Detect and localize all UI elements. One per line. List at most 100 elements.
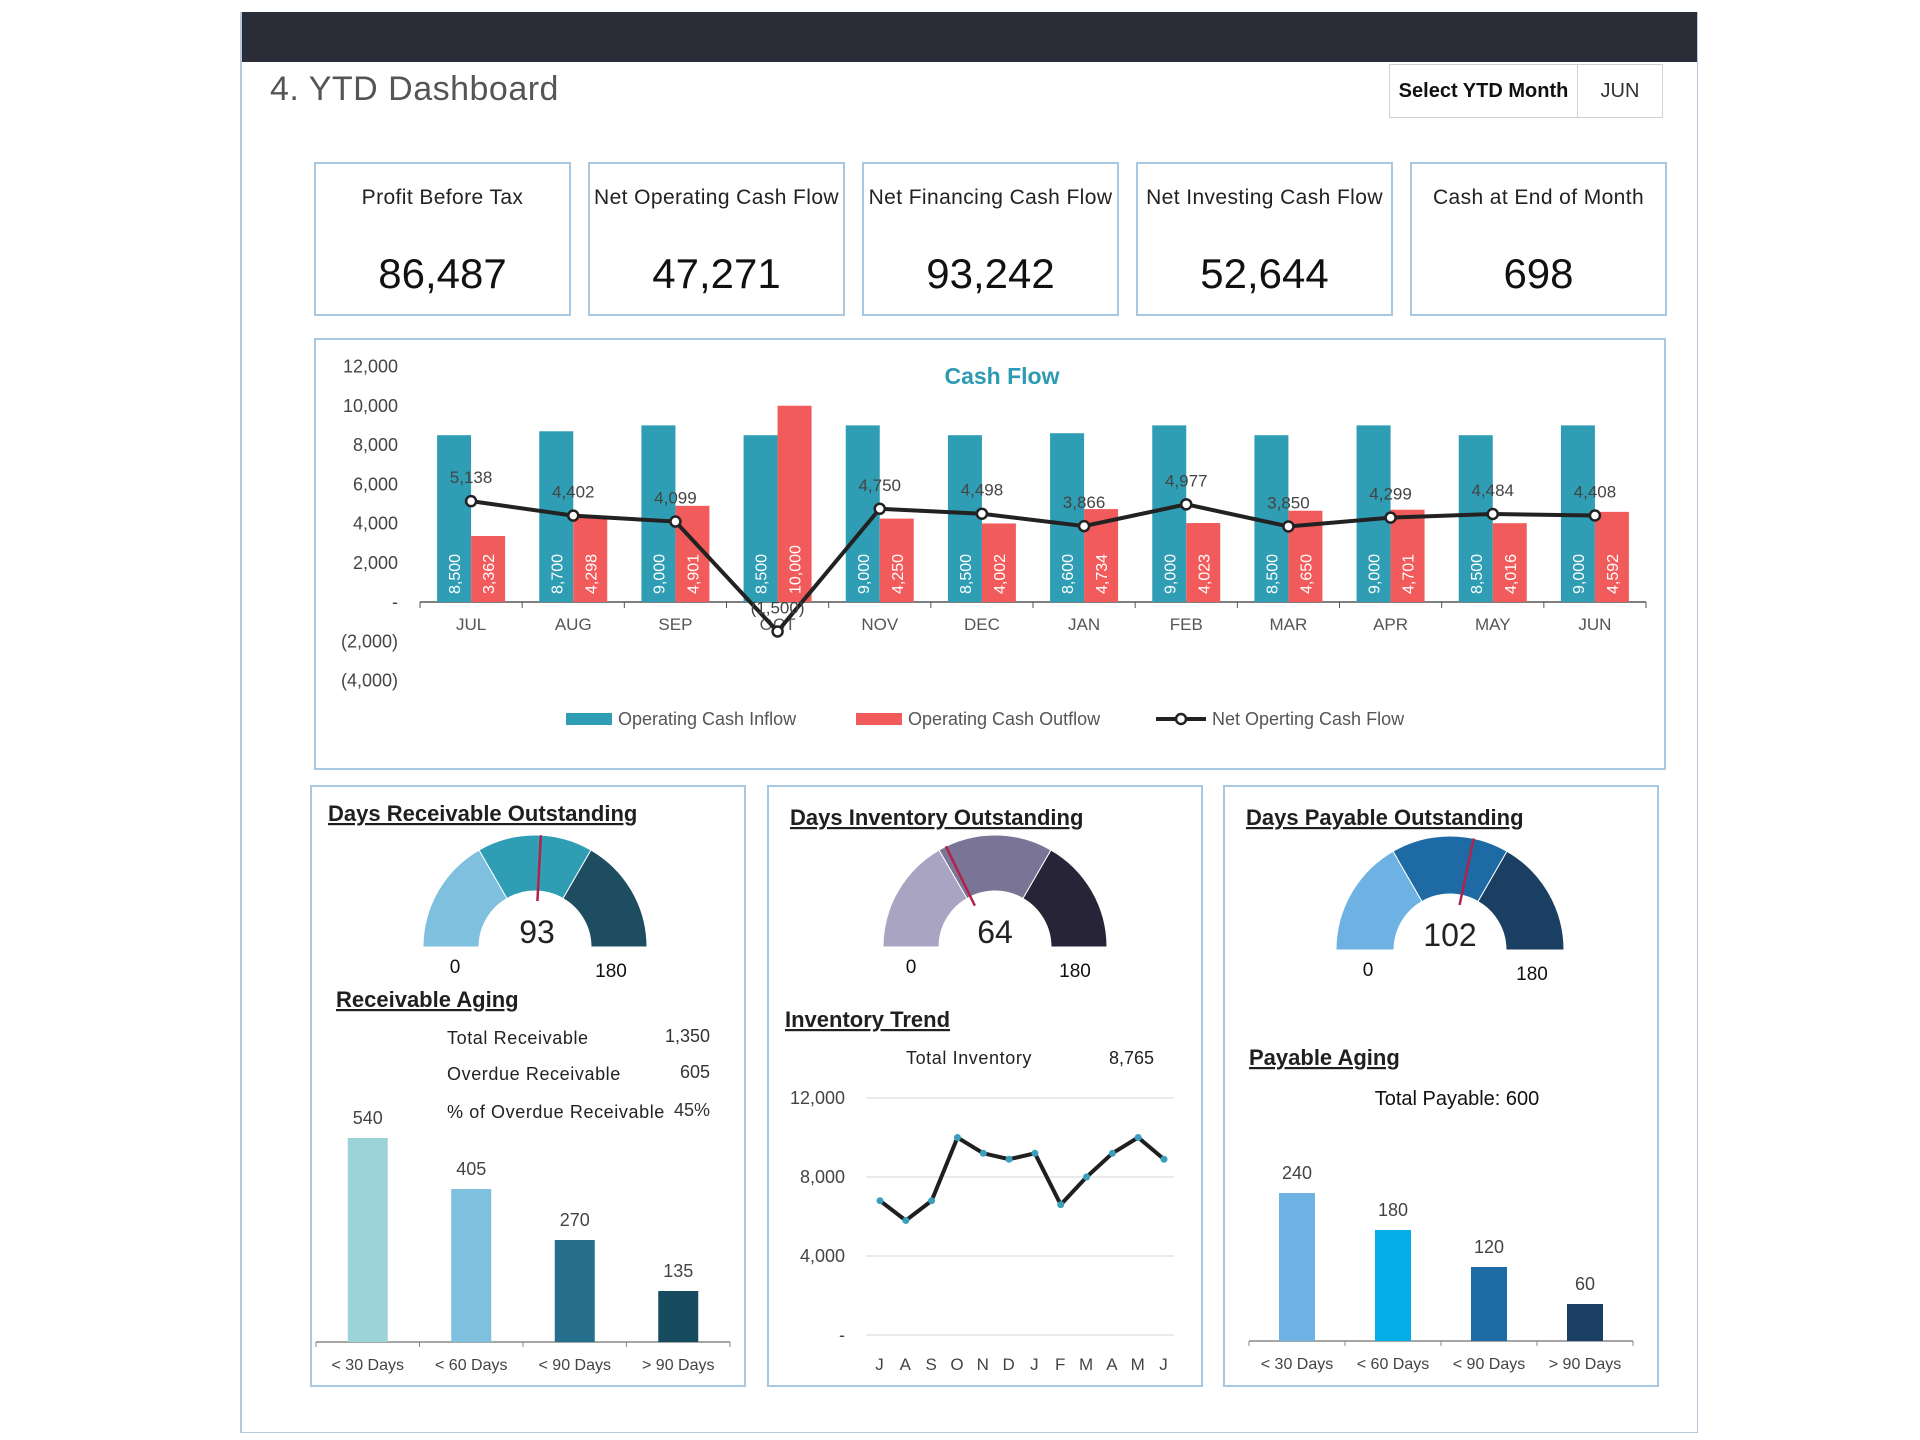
gauge-segment xyxy=(1022,849,1108,948)
inflow-bar xyxy=(641,425,676,602)
net-cash-flow-point xyxy=(1282,520,1295,533)
outflow-bar-label: 4,250 xyxy=(890,554,907,594)
net-cash-flow-point xyxy=(1180,498,1193,511)
gauge-segment xyxy=(1477,850,1565,951)
inventory-trend-line xyxy=(878,1134,1166,1223)
legend-inflow-swatch xyxy=(566,713,612,725)
net-cash-flow-point xyxy=(1077,519,1091,533)
legend-outflow-swatch xyxy=(856,713,902,725)
net-cash-flow-label: 4,498 xyxy=(961,481,1004,500)
y-tick-label: 6,000 xyxy=(353,474,398,494)
outflow-bar-label: 4,734 xyxy=(1094,554,1111,594)
x-category-label: AUG xyxy=(555,615,592,634)
receivable-panel: Days Receivable Outstanding 93 0 180 Recei… xyxy=(310,785,746,1387)
aging-category-label: > 90 Days xyxy=(1549,1356,1621,1373)
inflow-bar-label: 8,600 xyxy=(1060,554,1077,594)
aging-category-label: < 60 Days xyxy=(435,1357,507,1374)
gauge-min-label: 0 xyxy=(450,957,461,978)
inflow-bar xyxy=(1152,425,1187,602)
outflow-bar xyxy=(981,523,1016,602)
aging-bar-label: 540 xyxy=(353,1108,383,1128)
aging-bar-label: 120 xyxy=(1474,1237,1504,1257)
outflow-bar xyxy=(1186,523,1221,602)
y-tick-label: 8,000 xyxy=(800,1167,845,1187)
inventory-summary-label: Total Inventory xyxy=(906,1048,1032,1068)
inflow-bar-label: 8,500 xyxy=(754,554,771,594)
dashboard-sheet: 4. YTD Dashboard Select YTD Month JUN Pr… xyxy=(240,12,1698,1433)
x-category-label: JAN xyxy=(1068,615,1100,634)
kpi-label: Cash at End of Month xyxy=(1432,186,1645,209)
net-cash-flow-label: 4,402 xyxy=(552,483,595,502)
y-tick-label: (4,000) xyxy=(341,671,398,691)
x-category-label: J xyxy=(875,1355,885,1374)
inventory-panel: Days Inventory Outstanding 64 0 180 Invent… xyxy=(767,785,1203,1387)
outflow-bar xyxy=(777,405,812,602)
net-cash-flow-point xyxy=(669,515,682,528)
legend-net-label: Net Operting Cash Flow xyxy=(1212,709,1405,729)
x-category-label: M xyxy=(1131,1355,1146,1374)
net-cash-flow-point xyxy=(464,494,478,508)
payable-summary: Total Payable: 600 xyxy=(1375,1088,1540,1110)
net-cash-flow-label: 3,850 xyxy=(1267,493,1310,512)
inventory-trend-point xyxy=(1108,1149,1116,1157)
aging-category-label: < 90 Days xyxy=(1453,1356,1525,1373)
inflow-bar xyxy=(947,435,982,602)
cash-flow-chart: Cash Flow 12,000 10,000 8,000 6,000 4,000 2,0… xyxy=(341,357,1647,729)
aging-bar xyxy=(1471,1267,1507,1341)
ytd-month-selector[interactable]: Select YTD Month JUN xyxy=(1389,64,1663,118)
outflow-bar-label: 4,016 xyxy=(1503,554,1520,594)
x-category-label: NOV xyxy=(861,615,899,634)
legend-net-marker xyxy=(1174,712,1188,726)
kpi-value: 47,271 xyxy=(652,250,781,297)
outflow-bar-label: 4,901 xyxy=(685,554,702,594)
net-cash-flow-label: 4,299 xyxy=(1369,485,1412,504)
aging-bar-label: 270 xyxy=(560,1210,590,1230)
gauge-needle xyxy=(944,845,976,907)
net-cash-flow-label: 4,408 xyxy=(1574,482,1617,501)
net-cash-flow-label: 5,138 xyxy=(450,468,493,487)
inventory-trend-point xyxy=(979,1149,987,1157)
kpi-label: Net Investing Cash Flow xyxy=(1146,186,1383,209)
x-category-label: MAY xyxy=(1475,615,1511,634)
inventory-trend-title: Inventory Trend xyxy=(785,1007,950,1032)
aging-bar xyxy=(1375,1230,1411,1341)
x-category-label: F xyxy=(1055,1355,1066,1374)
y-tick-label: 12,000 xyxy=(343,357,398,377)
kpi-value: 93,242 xyxy=(926,250,1055,297)
kpi-label: Net Financing Cash Flow xyxy=(868,186,1113,209)
page-title: 4. YTD Dashboard xyxy=(270,70,559,108)
outflow-bar xyxy=(1492,523,1527,602)
inflow-bar xyxy=(1458,435,1493,602)
receivable-chart: Days Receivable Outstanding 93 0 180 Recei… xyxy=(315,801,731,1374)
select-month-value[interactable]: JUN xyxy=(1600,79,1640,102)
gauge-needle xyxy=(1458,838,1475,906)
aging-category-label: < 30 Days xyxy=(332,1357,404,1374)
inflow-bar-label: 8,700 xyxy=(549,554,566,594)
kpi-net-investing-cash-flow: Net Investing Cash Flow 52,644 xyxy=(1136,162,1393,316)
cash-flow-panel: Cash Flow 12,000 10,000 8,000 6,000 4,000 2,0… xyxy=(314,338,1666,770)
aging-category-label: > 90 Days xyxy=(642,1357,714,1374)
outflow-bar xyxy=(573,517,608,602)
top-bar xyxy=(242,12,1697,62)
gauge-value: 64 xyxy=(977,914,1013,950)
receivable-summary-label: Total Receivable xyxy=(447,1028,589,1048)
inflow-bar-label: 8,500 xyxy=(958,554,975,594)
receivable-summary-value: 605 xyxy=(680,1062,710,1082)
outflow-bar-label: 4,701 xyxy=(1401,554,1418,594)
aging-category-label: < 60 Days xyxy=(1357,1356,1429,1373)
y-tick-label: 4,000 xyxy=(353,514,398,534)
x-category-label: JUN xyxy=(1578,615,1611,634)
outflow-bar-label: 4,002 xyxy=(992,554,1009,594)
dpo-title: Days Payable Outstanding xyxy=(1246,805,1524,830)
gauge-value: 93 xyxy=(519,914,555,950)
gauge-segment xyxy=(562,849,648,948)
gauge-max-label: 180 xyxy=(1059,961,1091,982)
y-tick-label: 4,000 xyxy=(800,1246,845,1266)
inflow-bar-label: 8,500 xyxy=(1469,554,1486,594)
aging-bar-label: 60 xyxy=(1575,1274,1595,1294)
receivable-summary-value: 45% xyxy=(674,1100,710,1120)
x-category-label: O xyxy=(950,1355,964,1374)
aging-bar xyxy=(1567,1304,1603,1341)
outflow-bar-label: 4,298 xyxy=(583,554,600,594)
inventory-trend-point xyxy=(953,1134,961,1141)
